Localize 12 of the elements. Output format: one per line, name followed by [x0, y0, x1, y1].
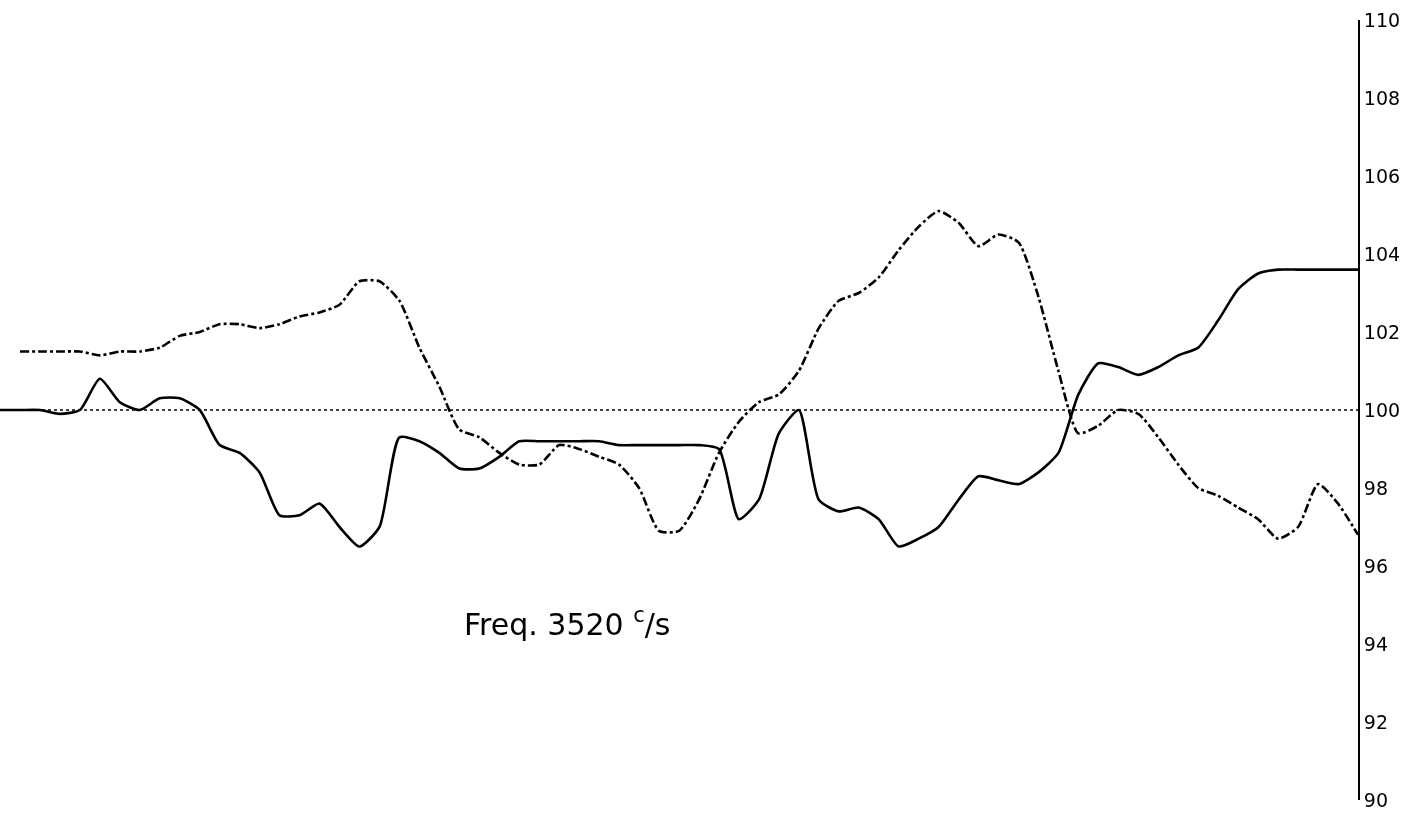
y-tick-label: 98 [1363, 476, 1388, 499]
y-tick-label: 96 [1363, 554, 1388, 577]
y-tick-label: 110 [1363, 8, 1401, 31]
y-tick-label: 100 [1363, 398, 1401, 421]
y-tick-label: 108 [1363, 86, 1401, 109]
annotation: Freq. 3520 $^{c}$/s [464, 603, 671, 642]
y-tick-label: 92 [1363, 710, 1388, 733]
y-tick-label: 90 [1363, 788, 1388, 811]
y-tick-label: 102 [1363, 320, 1401, 343]
y-tick-label: 106 [1363, 164, 1401, 187]
y-tick-label: 94 [1363, 632, 1388, 655]
y-tick-label: 104 [1363, 242, 1401, 265]
